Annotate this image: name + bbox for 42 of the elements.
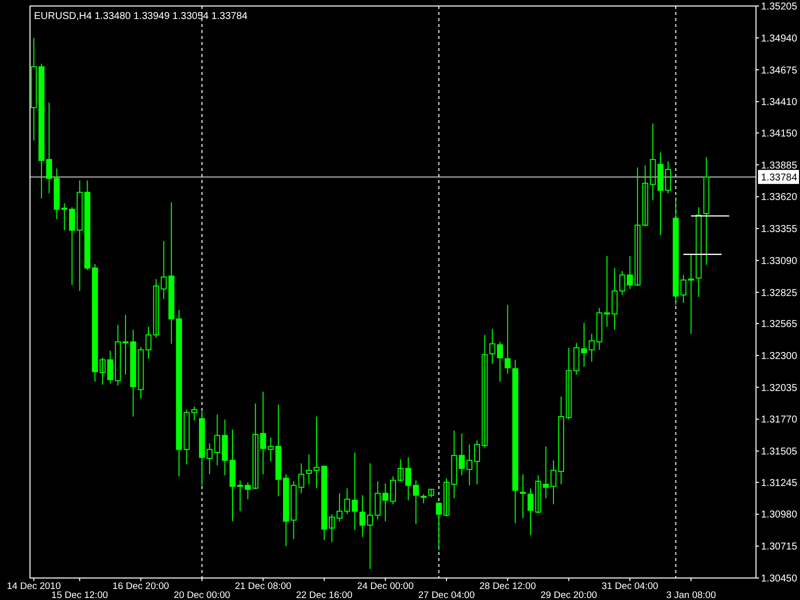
candlestick xyxy=(352,452,358,531)
candlestick xyxy=(504,304,511,374)
y-tick-label: 1.34410 xyxy=(761,97,798,108)
candlestick xyxy=(298,462,304,494)
y-tick-label: 1.30980 xyxy=(761,510,798,521)
y-tick-label: 1.32825 xyxy=(761,288,798,299)
y-tick-label: 1.34150 xyxy=(761,128,798,140)
candlestick xyxy=(703,156,710,266)
x-tick-label: 15 Dec 12:00 xyxy=(51,590,108,600)
x-tick-label: 21 Dec 08:00 xyxy=(234,581,292,592)
candlestick xyxy=(672,196,679,306)
x-tick-label: 16 Dec 20:00 xyxy=(112,581,170,592)
y-tick-label: 1.30450 xyxy=(761,574,798,584)
candlestick xyxy=(54,168,60,220)
y-tick-label: 1.31505 xyxy=(761,446,798,458)
y-tick-label: 1.33620 xyxy=(761,192,798,204)
x-tick-label: 27 Dec 04:00 xyxy=(418,590,475,600)
x-tick-label: 3 Jan 08:00 xyxy=(666,590,716,600)
x-tick-label: 31 Dec 04:00 xyxy=(602,581,658,592)
ref-line-label: 1.33784 xyxy=(761,172,798,184)
y-tick-label: 1.31245 xyxy=(761,478,798,489)
y-tick-label: 1.32300 xyxy=(761,350,798,362)
x-tick-label: 24 Dec 00:00 xyxy=(357,581,414,592)
x-tick-label: 29 Dec 20:00 xyxy=(540,590,598,600)
y-tick-label: 1.34940 xyxy=(761,33,798,44)
y-tick-label: 1.33885 xyxy=(761,160,798,172)
y-tick-label: 1.32035 xyxy=(761,382,798,394)
y-tick-label: 1.35205 xyxy=(761,2,798,12)
y-tick-label: 1.30715 xyxy=(761,542,798,553)
x-tick-label: 22 Dec 16:00 xyxy=(296,590,352,600)
text: EURUSD,H4 1.33480 1.33949 1.33054 1.33784 xyxy=(34,11,248,22)
x-tick-label: 20 Dec 00:00 xyxy=(174,590,230,600)
y-tick-label: 1.32565 xyxy=(761,319,798,330)
candlestick xyxy=(420,494,427,504)
x-tick-label: 28 Dec 12:00 xyxy=(479,581,536,592)
y-tick-label: 1.33355 xyxy=(761,224,798,236)
candlestick xyxy=(520,474,526,519)
candlestick xyxy=(160,240,167,300)
y-tick-label: 1.31770 xyxy=(761,414,798,426)
x-tick-label: 14 Dec 2010 xyxy=(6,581,61,592)
y-tick-label: 1.34675 xyxy=(761,65,798,76)
y-tick-label: 1.33090 xyxy=(761,256,798,267)
